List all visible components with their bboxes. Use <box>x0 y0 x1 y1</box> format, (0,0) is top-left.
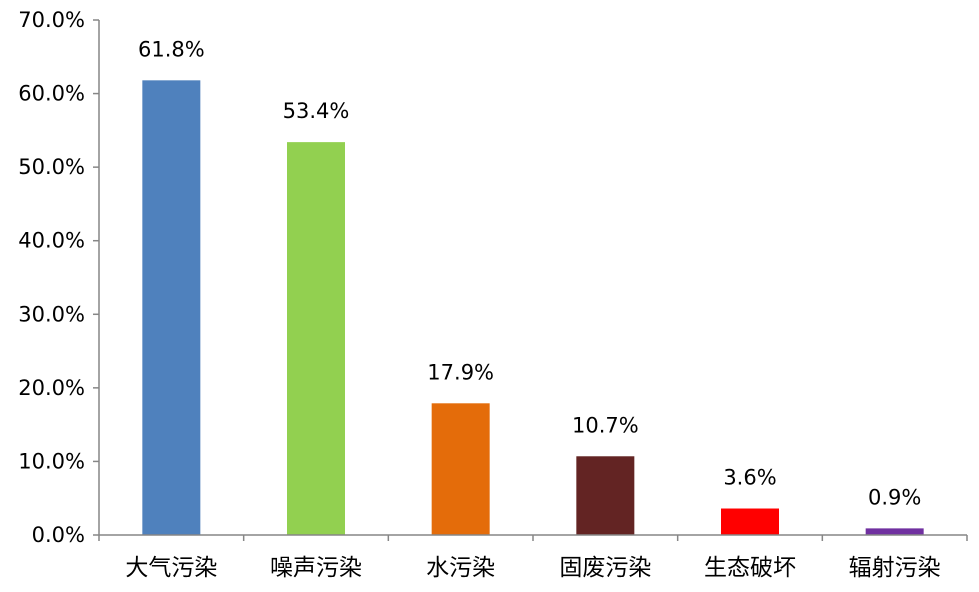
data-label: 61.8% <box>138 37 205 61</box>
y-tick-label: 30.0% <box>18 302 85 326</box>
y-axis: 0.0% 10.0% 20.0% 30.0% 40.0% 50.0% 60.0% 70.0% <box>18 8 100 547</box>
category-label: 水污染 <box>426 555 495 581</box>
category-label: 辐射污染 <box>849 555 941 581</box>
category-label: 生态破坏 <box>704 555 796 581</box>
bar-5 <box>721 508 779 535</box>
x-axis: 大气污染 噪声污染 水污染 固废污染 生态破坏 辐射污染 <box>98 534 968 581</box>
bar-4 <box>576 456 635 535</box>
bar-6 <box>865 528 924 535</box>
data-label: 10.7% <box>572 413 639 437</box>
data-label: 53.4% <box>283 99 350 123</box>
y-tick-label: 10.0% <box>18 449 85 473</box>
data-label: 3.6% <box>723 466 776 490</box>
data-label: 0.9% <box>868 485 921 509</box>
category-label: 大气污染 <box>125 555 217 581</box>
category-label: 固废污染 <box>559 555 651 581</box>
bar-1 <box>142 80 201 535</box>
y-tick-label: 0.0% <box>32 523 85 547</box>
y-tick-label: 20.0% <box>18 376 85 400</box>
bar-3 <box>431 403 490 535</box>
bars: 61.8% 53.4% 17.9% 10.7% 3.6% 0.9% <box>138 37 924 535</box>
y-tick-label: 50.0% <box>18 155 85 179</box>
y-tick-label: 40.0% <box>18 229 85 253</box>
y-tick-label: 70.0% <box>18 8 85 32</box>
category-label: 噪声污染 <box>270 555 362 581</box>
y-tick-label: 60.0% <box>18 82 85 106</box>
bar-2 <box>287 142 345 535</box>
data-label: 17.9% <box>427 360 494 384</box>
